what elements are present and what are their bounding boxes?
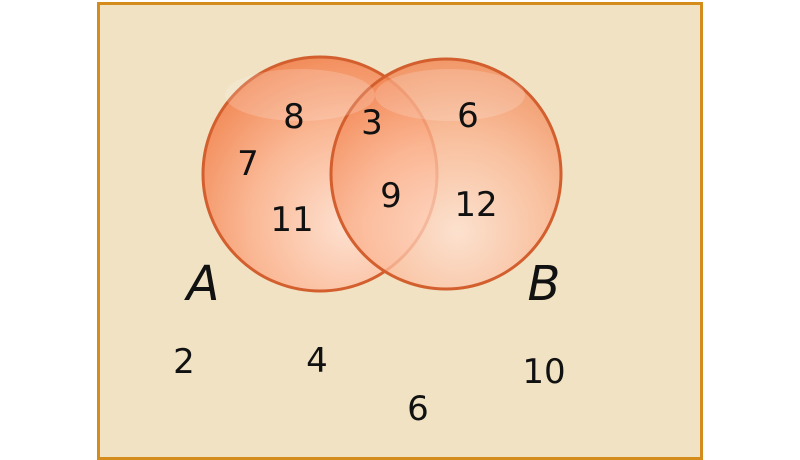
set-a-element: 8 — [283, 97, 305, 137]
set-b-element: 6 — [457, 96, 479, 136]
set-a-label: A — [186, 256, 220, 312]
outside-element: 10 — [522, 352, 566, 392]
set-b-circle — [329, 57, 563, 291]
outside-element: 2 — [173, 342, 195, 382]
set-a-highlight — [225, 69, 375, 121]
intersection-element: 9 — [380, 176, 402, 216]
intersection-element: 3 — [361, 103, 383, 143]
set-b-element: 12 — [454, 185, 498, 225]
outside-element: 6 — [407, 389, 429, 429]
set-b-label: B — [527, 256, 561, 312]
set-a-element: 11 — [270, 200, 314, 240]
set-a-element: 7 — [237, 144, 259, 184]
set-b-highlight — [375, 69, 525, 121]
outside-element: 4 — [306, 341, 328, 381]
